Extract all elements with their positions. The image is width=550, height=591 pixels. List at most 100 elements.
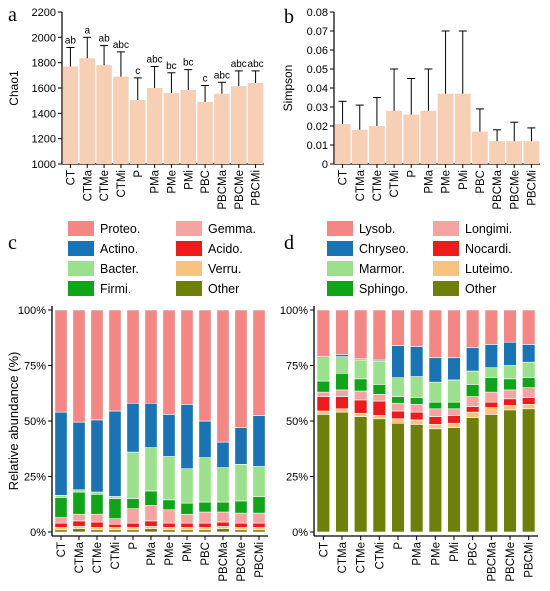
genus-bar-segment <box>372 400 386 416</box>
genus-bar-segment <box>372 415 386 420</box>
genus-bar-segment <box>391 418 405 424</box>
genus-bar-segment <box>391 402 405 412</box>
phylum-bar-segment <box>90 529 104 533</box>
chao1-y-tick-label: 1200 <box>32 134 56 146</box>
phylum-bar-segment <box>180 527 194 531</box>
genus-bar-segment <box>316 357 330 382</box>
phylum-legend-label: Gemma. <box>208 222 256 236</box>
phylum-bar-segment <box>108 523 122 528</box>
genus-bar-segment <box>428 357 442 383</box>
genus-bar-segment <box>391 422 405 533</box>
phylum-bar-segment <box>126 508 140 524</box>
phylum-y-tick-label: 100% <box>18 305 46 317</box>
chao1-significance-letter: abc <box>248 59 264 70</box>
chao1-bar <box>197 101 213 164</box>
genus-bar-segment <box>335 408 349 413</box>
phylum-bar-segment <box>198 309 212 422</box>
phylum-legend-swatch <box>176 221 202 236</box>
phylum-bar-segment <box>126 402 140 453</box>
genus-bar-segment <box>372 360 386 385</box>
phylum-bar-segment <box>234 309 248 428</box>
simpson-bar <box>472 131 488 164</box>
phylum-bar-segment <box>90 419 104 493</box>
phylum-bar-segment <box>216 309 230 443</box>
chao1-category-label: PBC <box>200 170 212 194</box>
panel-letter-a: a <box>8 4 17 26</box>
genus-bar-segment <box>372 309 386 361</box>
genus-bar-segment <box>484 407 498 415</box>
phylum-bar-segment <box>126 529 140 533</box>
simpson-category-label: CTMa <box>355 169 367 201</box>
genus-bar-segment <box>428 381 442 403</box>
phylum-bar-segment <box>162 456 176 501</box>
simpson-bar <box>489 141 505 164</box>
phylum-bar-segment <box>108 498 122 519</box>
genus-bar-segment <box>503 341 517 366</box>
genus-bar-segment <box>410 424 424 533</box>
genus-bar-segment <box>484 414 498 533</box>
genus-bar-segment <box>391 410 405 420</box>
phylum-bar-segment <box>126 522 140 528</box>
genus-legend-swatch <box>433 281 459 296</box>
phylum-bar-segment <box>54 309 68 413</box>
genus-category-label: CT <box>318 542 330 557</box>
phylum-category-label: PBCMe <box>236 542 248 582</box>
simpson-y-tick-label: 0.06 <box>307 45 328 57</box>
phylum-category-label: PBCMi <box>254 542 266 578</box>
genus-bar-segment <box>410 404 424 413</box>
phylum-legend-label: Proteo. <box>100 222 140 236</box>
genus-category-label: CTMi <box>374 542 386 569</box>
phylum-legend-swatch <box>68 281 94 296</box>
simpson-y-tick-label: 0.01 <box>307 140 328 152</box>
panel-a-chao1-chart: 1000120014001600180020002200abaababccabc… <box>7 7 264 210</box>
chao1-y-axis-title: Chao1 <box>7 70 21 106</box>
phylum-y-tick-label: 25% <box>24 472 46 484</box>
chao1-significance-letter: a <box>84 25 90 36</box>
simpson-y-tick-label: 0.07 <box>307 26 328 38</box>
phylum-category-label: PMe <box>164 542 176 566</box>
genus-category-label: PBC <box>468 542 480 566</box>
chao1-significance-letter: abc <box>231 59 247 70</box>
chao1-category-label: CTMi <box>116 170 128 197</box>
genus-bar-segment <box>522 361 536 379</box>
simpson-bar <box>369 126 385 164</box>
chao1-bar <box>113 76 129 164</box>
phylum-bar-segment <box>108 309 122 412</box>
genus-bar-segment <box>447 415 461 424</box>
genus-legend-swatch <box>327 261 353 276</box>
genus-category-label: CTMa <box>337 541 349 573</box>
phylum-bar-segment <box>72 309 86 423</box>
phylum-legend-label: Acido. <box>208 242 243 256</box>
phylum-bar-segment <box>198 529 212 533</box>
phylum-bar-segment <box>144 520 158 527</box>
phylum-bar-segment <box>126 527 140 531</box>
phylum-legend-swatch <box>176 241 202 256</box>
phylum-bar-segment <box>90 493 104 515</box>
genus-bar-segment <box>316 414 330 533</box>
chao1-y-tick-label: 1800 <box>32 58 56 70</box>
genus-bar-segment <box>335 372 349 391</box>
simpson-bar <box>334 124 351 164</box>
phylum-bar-segment <box>180 529 194 533</box>
simpson-y-tick-label: 0.05 <box>307 64 328 76</box>
genus-category-label: PMe <box>430 542 442 566</box>
phylum-y-tick-label: 50% <box>24 416 46 428</box>
phylum-bar-segment <box>198 527 212 531</box>
simpson-category-label: PBCMa <box>492 169 504 209</box>
phylum-category-label: CTMe <box>92 542 104 573</box>
simpson-bar <box>523 141 540 164</box>
phylum-category-label: PMa <box>146 541 158 565</box>
genus-bar-segment <box>466 417 480 533</box>
genus-legend-label: Lysob. <box>359 222 395 236</box>
genus-bar-segment <box>354 390 368 401</box>
genus-bar-segment <box>484 344 498 369</box>
simpson-bar <box>351 129 368 164</box>
genus-bar-segment <box>391 345 405 379</box>
genus-bar-segment <box>391 396 405 404</box>
genus-bar-segment <box>484 391 498 403</box>
phylum-bar-segment <box>126 309 140 404</box>
genus-bar-segment <box>316 396 330 412</box>
genus-legend-swatch <box>327 281 353 296</box>
genus-bar-segment <box>466 384 480 397</box>
simpson-category-label: PBCMi <box>526 170 538 206</box>
